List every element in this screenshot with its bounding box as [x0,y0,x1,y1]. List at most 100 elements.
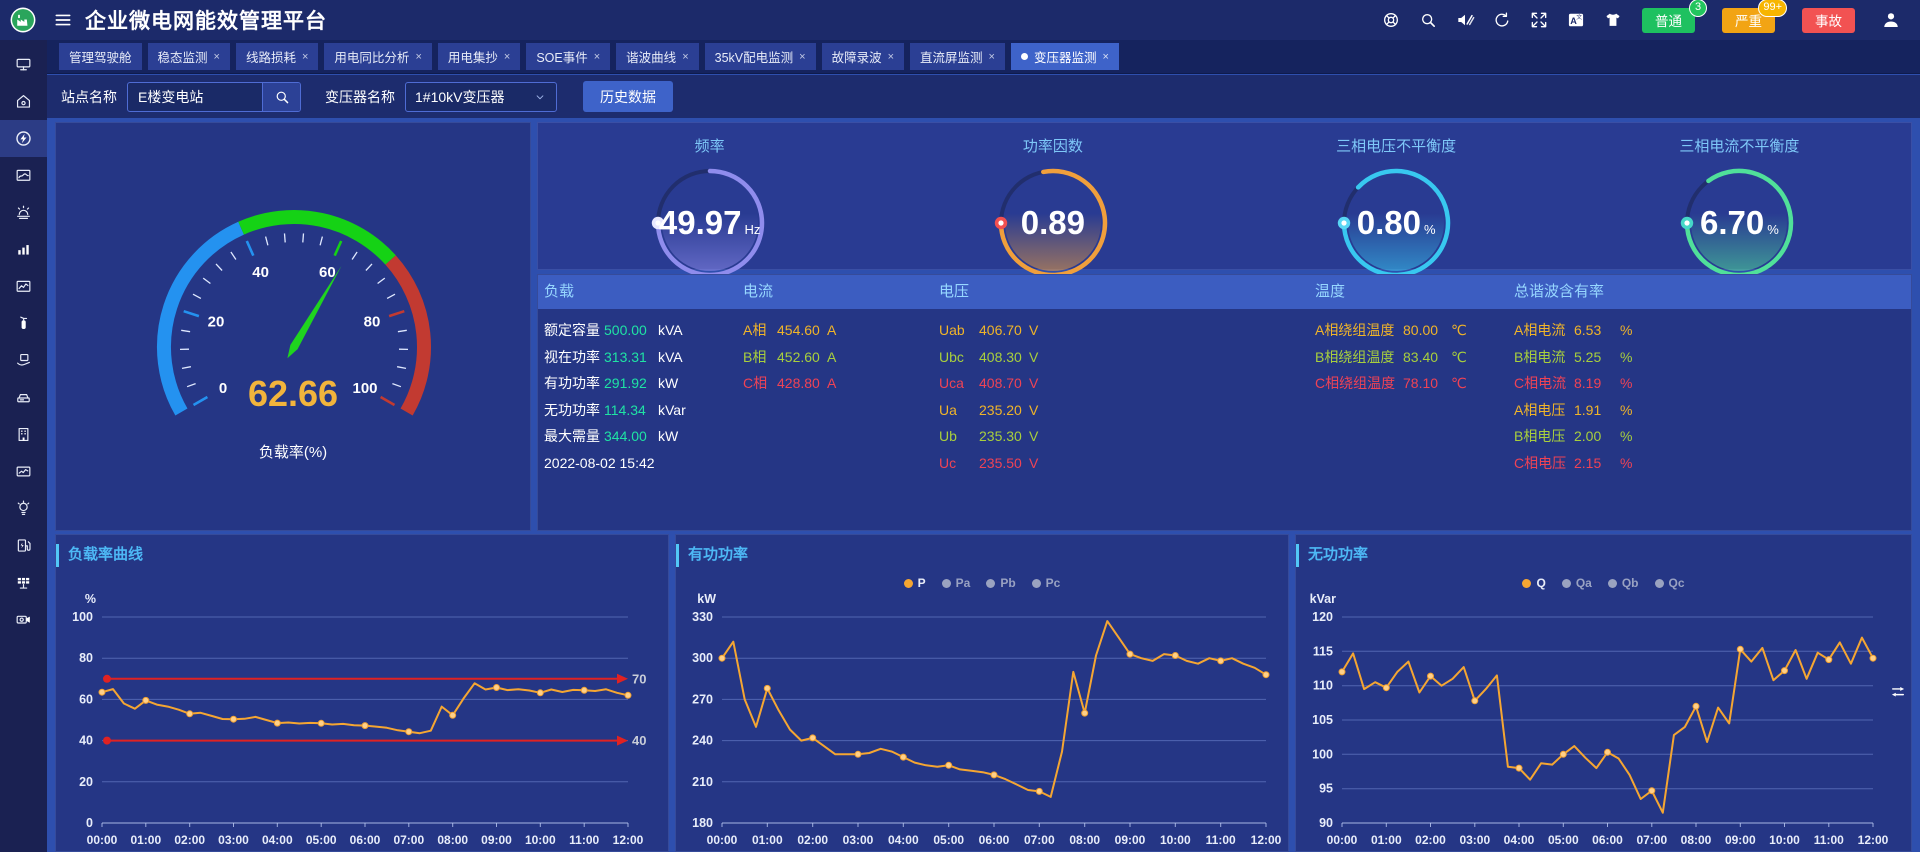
svg-text:04:00: 04:00 [262,833,293,847]
legend-item-Pa[interactable]: Pa [941,576,970,590]
sidebar-item-building[interactable] [0,416,47,453]
refresh-icon[interactable] [1492,10,1512,30]
legend-item-Qa[interactable]: Qa [1561,576,1592,590]
row-label: C相电压 [1514,454,1567,471]
sidebar-item-bar-chart[interactable] [0,231,47,268]
sidebar-item-hand-report[interactable] [0,342,47,379]
tab-close-icon[interactable]: × [593,50,601,63]
alarm-filter-button-2[interactable]: 严重 99+ [1722,0,1787,33]
alarm-filter-button-1[interactable]: 普通 3 [1642,0,1707,33]
theme-icon[interactable] [1603,10,1623,30]
tab-3[interactable]: 用电同比分析 × [324,43,432,70]
sidebar-item-ev-charger[interactable] [0,527,47,564]
sidebar-item-bulb[interactable] [0,490,47,527]
svg-text:40: 40 [252,264,269,281]
tab-close-icon[interactable]: × [887,50,895,63]
svg-text:110: 110 [1313,679,1333,693]
sidebar-item-energy-flow[interactable] [0,120,47,157]
tab-close-icon[interactable]: × [213,50,220,63]
tab-close-icon[interactable]: × [988,50,995,63]
help-icon[interactable] [1381,10,1401,30]
svg-text:20: 20 [79,775,93,789]
user-icon[interactable] [1880,9,1902,31]
screen-wall-icon [14,55,33,74]
svg-text:12:00: 12:00 [1858,833,1889,847]
tab-6[interactable]: 谐波曲线 × [616,43,699,70]
sidebar-item-screen-wall[interactable] [0,46,47,83]
row-value: 2.15 [1574,454,1602,471]
legend-item-Pc[interactable]: Pc [1031,576,1060,590]
fullscreen-icon[interactable] [1529,10,1549,30]
sidebar-item-alarm[interactable] [0,194,47,231]
tab-10[interactable]: 变压器监测 × [1010,43,1119,70]
tab-1[interactable]: 稳态监测 × [147,43,230,70]
legend-item-Qc[interactable]: Qc [1654,576,1685,590]
sidebar-item-area-chart[interactable] [0,157,47,194]
svg-text:kW: kW [697,592,716,606]
legend-item-Q[interactable]: Q [1522,576,1546,590]
sidebar-item-home-monitor[interactable] [0,83,47,120]
svg-text:%: % [85,592,96,606]
legend-label: Q [1536,576,1546,590]
sidebar-item-scanner[interactable] [0,379,47,416]
site-name-label: 站点名称 [61,88,117,105]
tab-close-icon[interactable]: × [1102,50,1109,63]
tab-close-icon[interactable]: × [415,50,422,63]
row-label: B相绕组温度 [1315,348,1395,365]
history-data-button[interactable]: 历史数据 [583,81,673,112]
table-column-header: 负载 [544,283,575,300]
tab-7[interactable]: 35kV配电监测 × [704,43,816,70]
tab-8[interactable]: 故障录波 × [821,43,905,70]
legend-item-Pb[interactable]: Pb [986,576,1016,590]
sidebar-item-camera[interactable] [0,601,47,638]
tab-close-icon[interactable]: × [682,50,689,63]
tab-0[interactable]: 管理驾驶舱 [59,43,142,70]
search-icon[interactable] [1418,10,1438,30]
tab-5[interactable]: SOE事件 × [526,43,611,70]
tab-9[interactable]: 直流屏监测 × [910,43,1005,70]
menu-toggle-icon[interactable] [53,10,73,30]
site-search-button[interactable] [262,82,300,111]
transformer-select[interactable]: 1#10kV变压器 [405,81,557,112]
row-value: 83.40 [1403,348,1439,365]
table-column-header: 温度 [1315,283,1346,300]
tab-close-icon[interactable]: × [503,50,511,63]
legend-item-Qb[interactable]: Qb [1607,576,1639,590]
sidebar-item-trend-card[interactable] [0,453,47,490]
tab-2[interactable]: 线路损耗 × [235,43,319,70]
sidebar-item-line-chart[interactable] [0,268,47,305]
table-row: B相 452.60 A [743,344,836,371]
legend-item-P[interactable]: P [903,576,926,590]
row-unit: kW [658,375,679,392]
row-value: 313.31 [604,348,647,365]
sidebar-item-grid-panel[interactable] [0,564,47,601]
row-unit: kVA [658,322,683,338]
svg-text:300: 300 [692,651,713,665]
svg-text:00:00: 00:00 [1327,833,1358,847]
table-column-header: 电流 [743,283,774,300]
site-name-input[interactable] [128,82,262,111]
tab-close-icon[interactable]: × [799,50,806,63]
bulb-icon [14,499,33,518]
row-unit: V [1029,322,1039,338]
datazoom-toolbox-icon[interactable] [1890,685,1906,699]
svg-text:kVar: kVar [1310,592,1337,606]
svg-text:80: 80 [364,314,381,331]
load-rate-label: 负载率(%) [258,444,328,461]
row-unit: ℃ [1451,322,1467,338]
alarm-filter-button-3[interactable]: 事故 [1802,7,1855,33]
ring-gauge-dial [1337,168,1451,278]
row-value: 408.70 [979,375,1022,392]
row-unit: kVA [658,348,683,365]
row-value: 1.91 [1574,401,1602,418]
mute-icon[interactable] [1455,10,1475,30]
sidebar-item-fire-extinguisher[interactable] [0,305,47,342]
row-value: 2.00 [1574,428,1602,445]
row-unit: kW [658,428,679,445]
row-value: 235.20 [979,401,1022,418]
tab-4[interactable]: 用电集抄 × [437,43,521,70]
main-content: 0 20 40 60 80 100 62.66 负载率(%) 频率 49.97 Hz 功率因数 0… [47,118,1920,852]
tab-close-icon[interactable]: × [301,50,309,63]
table-row: A相绕组温度 80.00 ℃ [1315,317,1467,344]
